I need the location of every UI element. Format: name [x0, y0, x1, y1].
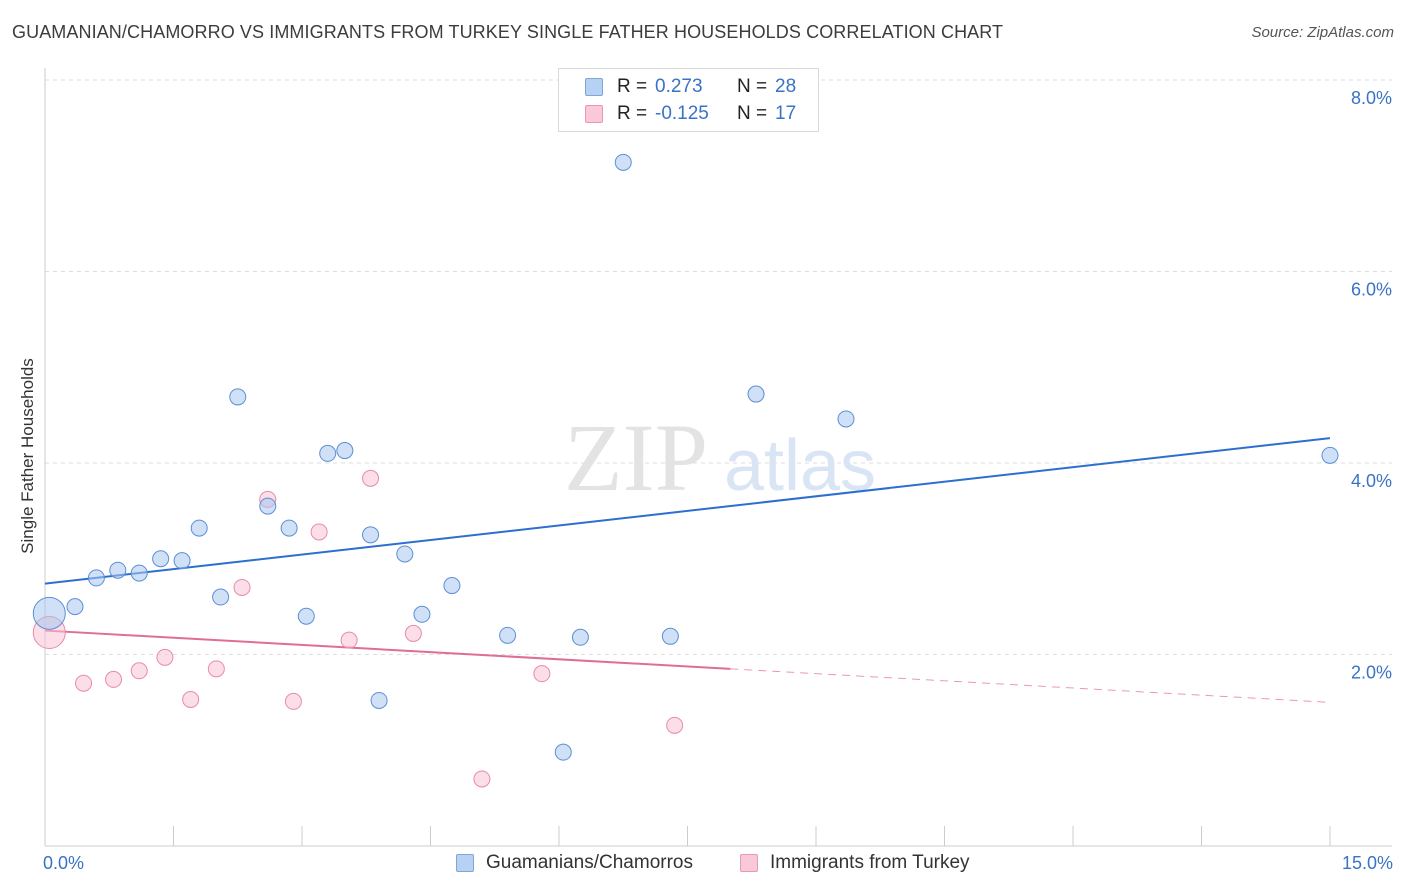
- point-guamanian: [66, 598, 84, 616]
- legend-swatch-pink: [585, 105, 603, 123]
- trend-line-0: [44, 437, 1331, 585]
- n-value: 17: [775, 103, 797, 124]
- legend-swatch-blue: [585, 78, 603, 96]
- point-turkey: [362, 469, 380, 487]
- trend-line-1: [44, 629, 731, 670]
- r-label: R =: [617, 76, 648, 97]
- point-turkey: [666, 716, 684, 734]
- stats-legend: R = 0.273 N = 28 R = -0.125 N = 17: [558, 68, 819, 132]
- r-label: R =: [617, 103, 648, 124]
- point-guamanian: [130, 564, 148, 582]
- point-guamanian: [319, 444, 337, 462]
- point-guamanian: [280, 519, 298, 537]
- stats-row-guamanian: R = 0.273 N = 28: [585, 75, 796, 99]
- y-tick-label: 2.0%: [1351, 663, 1392, 683]
- point-turkey: [284, 692, 302, 710]
- point-turkey: [182, 691, 200, 709]
- stats-row-turkey: R = -0.125 N = 17: [585, 102, 796, 126]
- watermark-zip: ZIP: [564, 404, 708, 511]
- series-legend: Guamanians/Chamorros Immigrants from Tur…: [0, 852, 1406, 878]
- point-guamanian: [362, 526, 380, 544]
- point-turkey: [340, 631, 358, 649]
- y-tick-label: 8.0%: [1351, 88, 1392, 108]
- legend-item-turkey[interactable]: Immigrants from Turkey: [740, 852, 970, 874]
- axes: [44, 68, 1392, 847]
- tick-labels: 2.0% 4.0% 6.0% 8.0% 0.0% 15.0%: [43, 88, 1393, 873]
- x-tick-label: 0.0%: [43, 853, 84, 873]
- point-turkey: [130, 662, 148, 680]
- watermark-atlas: atlas: [724, 426, 876, 506]
- point-turkey: [105, 670, 123, 688]
- chart-title: GUAMANIAN/CHAMORRO VS IMMIGRANTS FROM TU…: [12, 22, 1004, 42]
- trend-line-extension-1: [730, 668, 1331, 703]
- legend-swatch-pink: [740, 854, 758, 872]
- point-guamanian: [499, 626, 517, 644]
- point-guamanian: [259, 497, 277, 515]
- point-guamanian: [837, 410, 855, 428]
- source-label: Source: ZipAtlas.com: [1251, 24, 1394, 41]
- point-guamanian: [554, 743, 572, 761]
- point-guamanian: [443, 577, 461, 595]
- data-points: [32, 153, 1339, 788]
- point-guamanian: [661, 627, 679, 645]
- point-turkey: [233, 578, 251, 596]
- point-guamanian: [413, 605, 431, 623]
- point-turkey: [533, 665, 551, 683]
- n-label: N =: [737, 76, 768, 97]
- legend-label: Guamanians/Chamorros: [486, 852, 693, 873]
- r-value: -0.125: [655, 103, 709, 124]
- point-turkey: [404, 624, 422, 642]
- point-guamanian: [32, 596, 66, 630]
- y-tick-label: 4.0%: [1351, 471, 1392, 491]
- point-turkey: [75, 674, 93, 692]
- y-tick-label: 6.0%: [1351, 280, 1392, 300]
- r-value: 0.273: [655, 76, 703, 97]
- point-guamanian: [190, 519, 208, 537]
- legend-item-guamanians[interactable]: Guamanians/Chamorros: [456, 852, 693, 874]
- n-label: N =: [737, 103, 768, 124]
- point-guamanian: [173, 552, 191, 570]
- point-turkey: [310, 523, 328, 541]
- point-guamanian: [152, 550, 170, 568]
- legend-swatch-blue: [456, 854, 474, 872]
- point-guamanian: [212, 588, 230, 606]
- point-guamanian: [336, 442, 354, 460]
- trend-lines: [44, 437, 1331, 703]
- point-guamanian: [87, 569, 105, 587]
- point-guamanian: [614, 153, 632, 171]
- point-guamanian: [396, 545, 414, 563]
- point-guamanian: [297, 607, 315, 625]
- point-turkey: [473, 770, 491, 788]
- point-guamanian: [747, 385, 765, 403]
- point-guamanian: [229, 388, 247, 406]
- x-tick-label: 15.0%: [1342, 853, 1393, 873]
- n-value: 28: [775, 76, 797, 97]
- legend-label: Immigrants from Turkey: [770, 852, 970, 873]
- gridlines: [45, 79, 1392, 655]
- point-guamanian: [571, 628, 589, 646]
- point-turkey: [207, 660, 225, 678]
- point-guamanian: [1321, 446, 1339, 464]
- point-guamanian: [370, 691, 388, 709]
- point-turkey: [156, 648, 174, 666]
- point-guamanian: [109, 561, 127, 579]
